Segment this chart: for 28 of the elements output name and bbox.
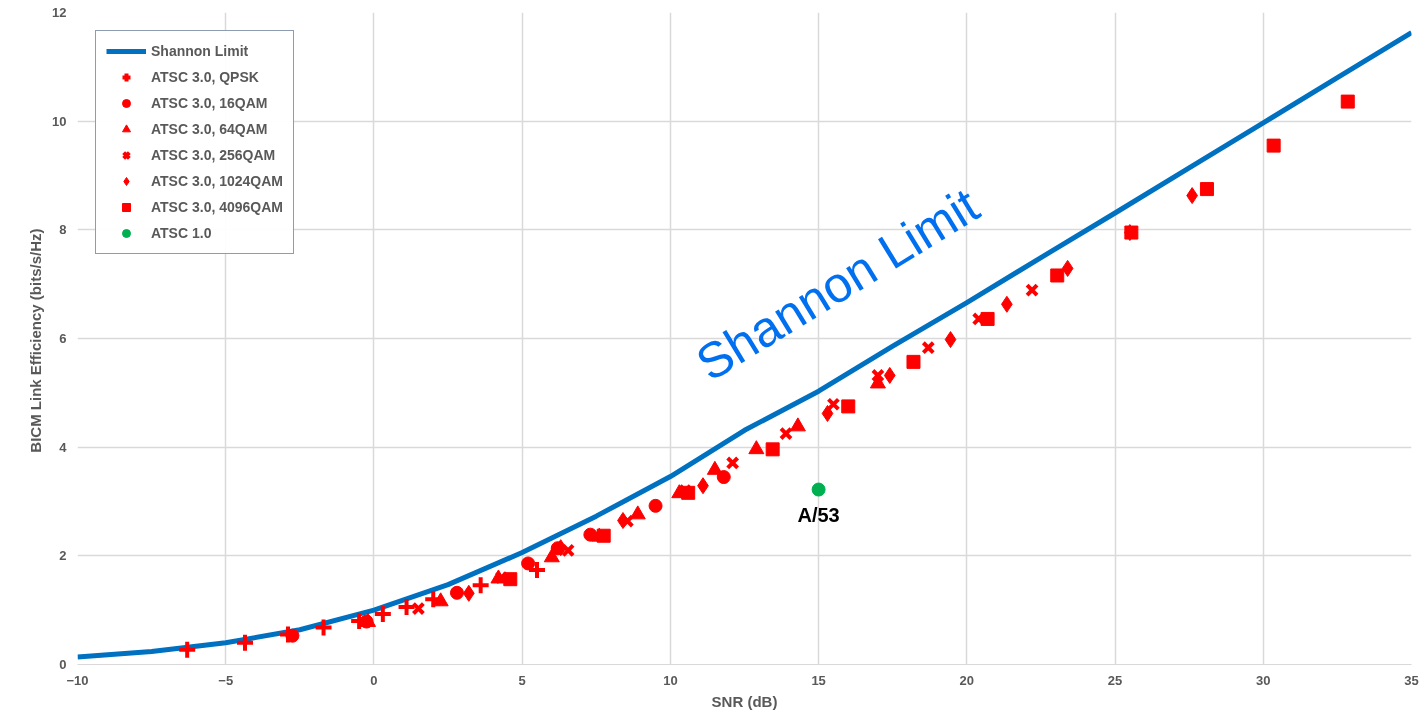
annotation: A/53 (797, 503, 840, 526)
x-tick-label: 10 (663, 672, 678, 688)
x-tick-label: 15 (811, 672, 826, 688)
x-tick-label: 25 (1107, 672, 1123, 688)
legend-label: ATSC 3.0, 1024QAM (151, 172, 284, 191)
y-tick-label: 4 (59, 439, 68, 455)
x-tick-label: 5 (518, 672, 526, 688)
x-tick-label: 30 (1256, 672, 1271, 688)
legend-label: ATSC 3.0, 64QAM (151, 120, 268, 139)
x-tick-label: −10 (66, 672, 89, 688)
y-tick-label: 6 (59, 331, 67, 346)
y-tick-label: 8 (59, 222, 67, 238)
legend-label: ATSC 1.0 (151, 224, 212, 243)
y-tick-label: 10 (52, 113, 67, 129)
y-tick-label: 2 (59, 548, 67, 564)
legend-label: ATSC 3.0, 256QAM (151, 146, 276, 165)
y-tick-label: 12 (52, 5, 67, 20)
x-tick-label: 20 (959, 672, 975, 688)
legend-label: ATSC 3.0, 4096QAM (151, 198, 284, 217)
legend-label: Shannon Limit (151, 42, 249, 61)
x-tick-label: 0 (370, 672, 378, 688)
y-axis-title: BICM Link Efficiency (bits/s/Hz) (27, 228, 45, 453)
legend-label: ATSC 3.0, QPSK (151, 68, 259, 87)
x-axis-title: SNR (dB) (711, 692, 778, 710)
y-tick-label: 0 (59, 657, 67, 672)
x-tick-label: 35 (1404, 672, 1419, 688)
x-tick-label: −5 (218, 672, 234, 688)
legend-label: ATSC 3.0, 16QAM (151, 94, 268, 113)
